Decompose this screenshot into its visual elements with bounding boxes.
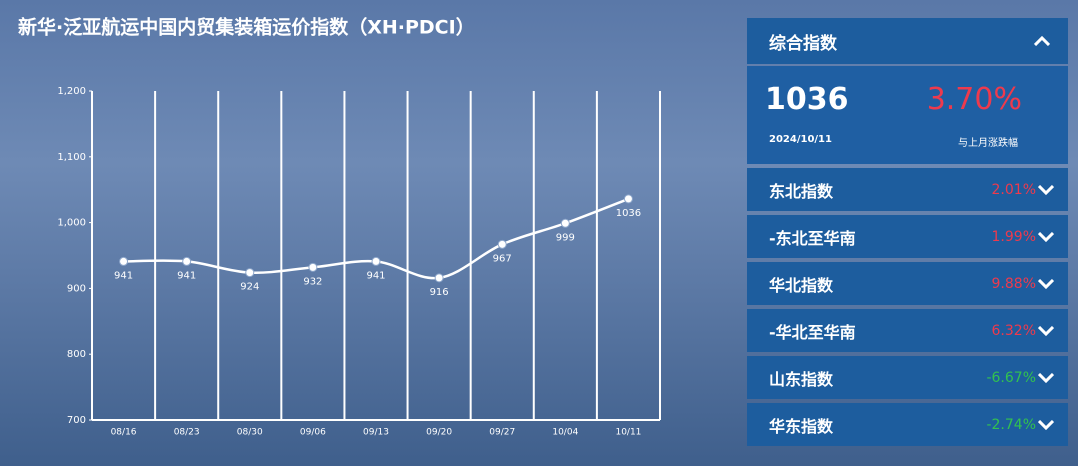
row-change: 1.99%	[991, 228, 1036, 245]
y-tick-label: 1,100	[57, 152, 86, 163]
row-name: -东北至华南	[769, 228, 856, 248]
expand-icon	[1038, 278, 1054, 289]
expand-icon	[1038, 184, 1054, 195]
chevron	[1038, 231, 1054, 242]
data-point	[308, 262, 318, 272]
row-name: 东北指数	[769, 181, 834, 201]
data-label: 941	[366, 270, 385, 281]
data-label: 916	[430, 287, 449, 298]
data-point	[371, 256, 381, 266]
y-tick-label: 700	[67, 415, 86, 426]
y-tick-label: 1,200	[57, 86, 86, 97]
index-change: 3.70%	[926, 82, 1022, 117]
data-point	[182, 256, 192, 266]
row-change: 9.88%	[991, 275, 1036, 292]
chart: 新华·泛亚航运中国内贸集装箱运价指数（XH·PDCI） 700 800 900 1,0…	[18, 16, 641, 438]
x-tick-label: 09/20	[426, 428, 452, 438]
row-change: -2.74%	[986, 416, 1036, 433]
row-name: 华北指数	[769, 275, 834, 295]
x-tick-label: 08/30	[237, 428, 263, 438]
index-row[interactable]: -华北至华南 6.32%	[747, 309, 1068, 352]
data-label: 967	[493, 253, 512, 264]
chevron	[1038, 278, 1054, 289]
data-label: 924	[240, 282, 259, 293]
index-date: 2024/10/11	[769, 134, 832, 145]
change-label: 与上月涨跌幅	[958, 138, 1018, 149]
row-name: 华东指数	[769, 416, 834, 436]
data-point	[497, 239, 507, 249]
expand-icon	[1038, 372, 1054, 383]
x-tick-label: 10/11	[615, 428, 641, 438]
x-tick-label: 08/16	[111, 428, 137, 438]
x-tick-label: 09/27	[489, 428, 515, 438]
row-change: 6.32%	[991, 322, 1036, 339]
expand-icon	[1038, 231, 1054, 242]
chart-title: 新华·泛亚航运中国内贸集装箱运价指数（XH·PDCI）	[18, 16, 475, 39]
chevron	[1038, 372, 1054, 383]
data-point	[623, 194, 633, 204]
chevron	[1038, 325, 1054, 336]
data-label: 932	[303, 276, 322, 287]
row-list: 东北指数 2.01% -东北至华南 1.99% 华北指数 9.88% -华北至华南 6.32%…	[747, 168, 1068, 446]
row-change: -6.67%	[986, 369, 1036, 386]
data-label: 1036	[616, 208, 641, 219]
data-label: 999	[556, 232, 575, 243]
index-value: 1036	[765, 82, 849, 117]
panel-title: 综合指数	[769, 33, 837, 54]
row-name: -华北至华南	[769, 322, 856, 342]
y-tick-label: 800	[67, 349, 86, 360]
data-label: 941	[114, 270, 133, 281]
index-panel: 综合指数 1036 2024/10/11 3.70% 与上月涨跌幅 东北指数 2.…	[747, 18, 1068, 446]
index-row[interactable]: 山东指数 -6.67%	[747, 356, 1068, 399]
row-change: 2.01%	[991, 181, 1036, 198]
index-row[interactable]: 东北指数 2.01%	[747, 168, 1068, 211]
data-point	[119, 256, 129, 266]
collapse-icon	[1034, 36, 1050, 46]
index-row[interactable]: -东北至华南 1.99%	[747, 215, 1068, 258]
row-name: 山东指数	[769, 369, 834, 389]
expand-icon	[1038, 325, 1054, 336]
data-point	[434, 273, 444, 283]
data-label: 941	[177, 270, 196, 281]
summary-box: 1036 2024/10/11 3.70% 与上月涨跌幅	[747, 66, 1068, 164]
x-tick-label: 10/04	[552, 428, 578, 438]
index-row[interactable]: 华北指数 9.88%	[747, 262, 1068, 305]
y-tick-label: 1,000	[57, 218, 86, 229]
x-tick-label: 08/23	[174, 428, 200, 438]
data-point	[245, 268, 255, 278]
x-tick-label: 09/13	[363, 428, 389, 438]
data-line	[123, 197, 629, 280]
data-point	[560, 218, 570, 228]
panel-header[interactable]: 综合指数	[747, 18, 1068, 64]
expand-icon	[1038, 419, 1054, 430]
chevron	[1038, 184, 1054, 195]
index-row[interactable]: 华东指数 -2.74%	[747, 403, 1068, 446]
chevron	[1038, 419, 1054, 430]
x-tick-label: 09/06	[300, 428, 326, 438]
y-tick-label: 900	[67, 283, 86, 294]
